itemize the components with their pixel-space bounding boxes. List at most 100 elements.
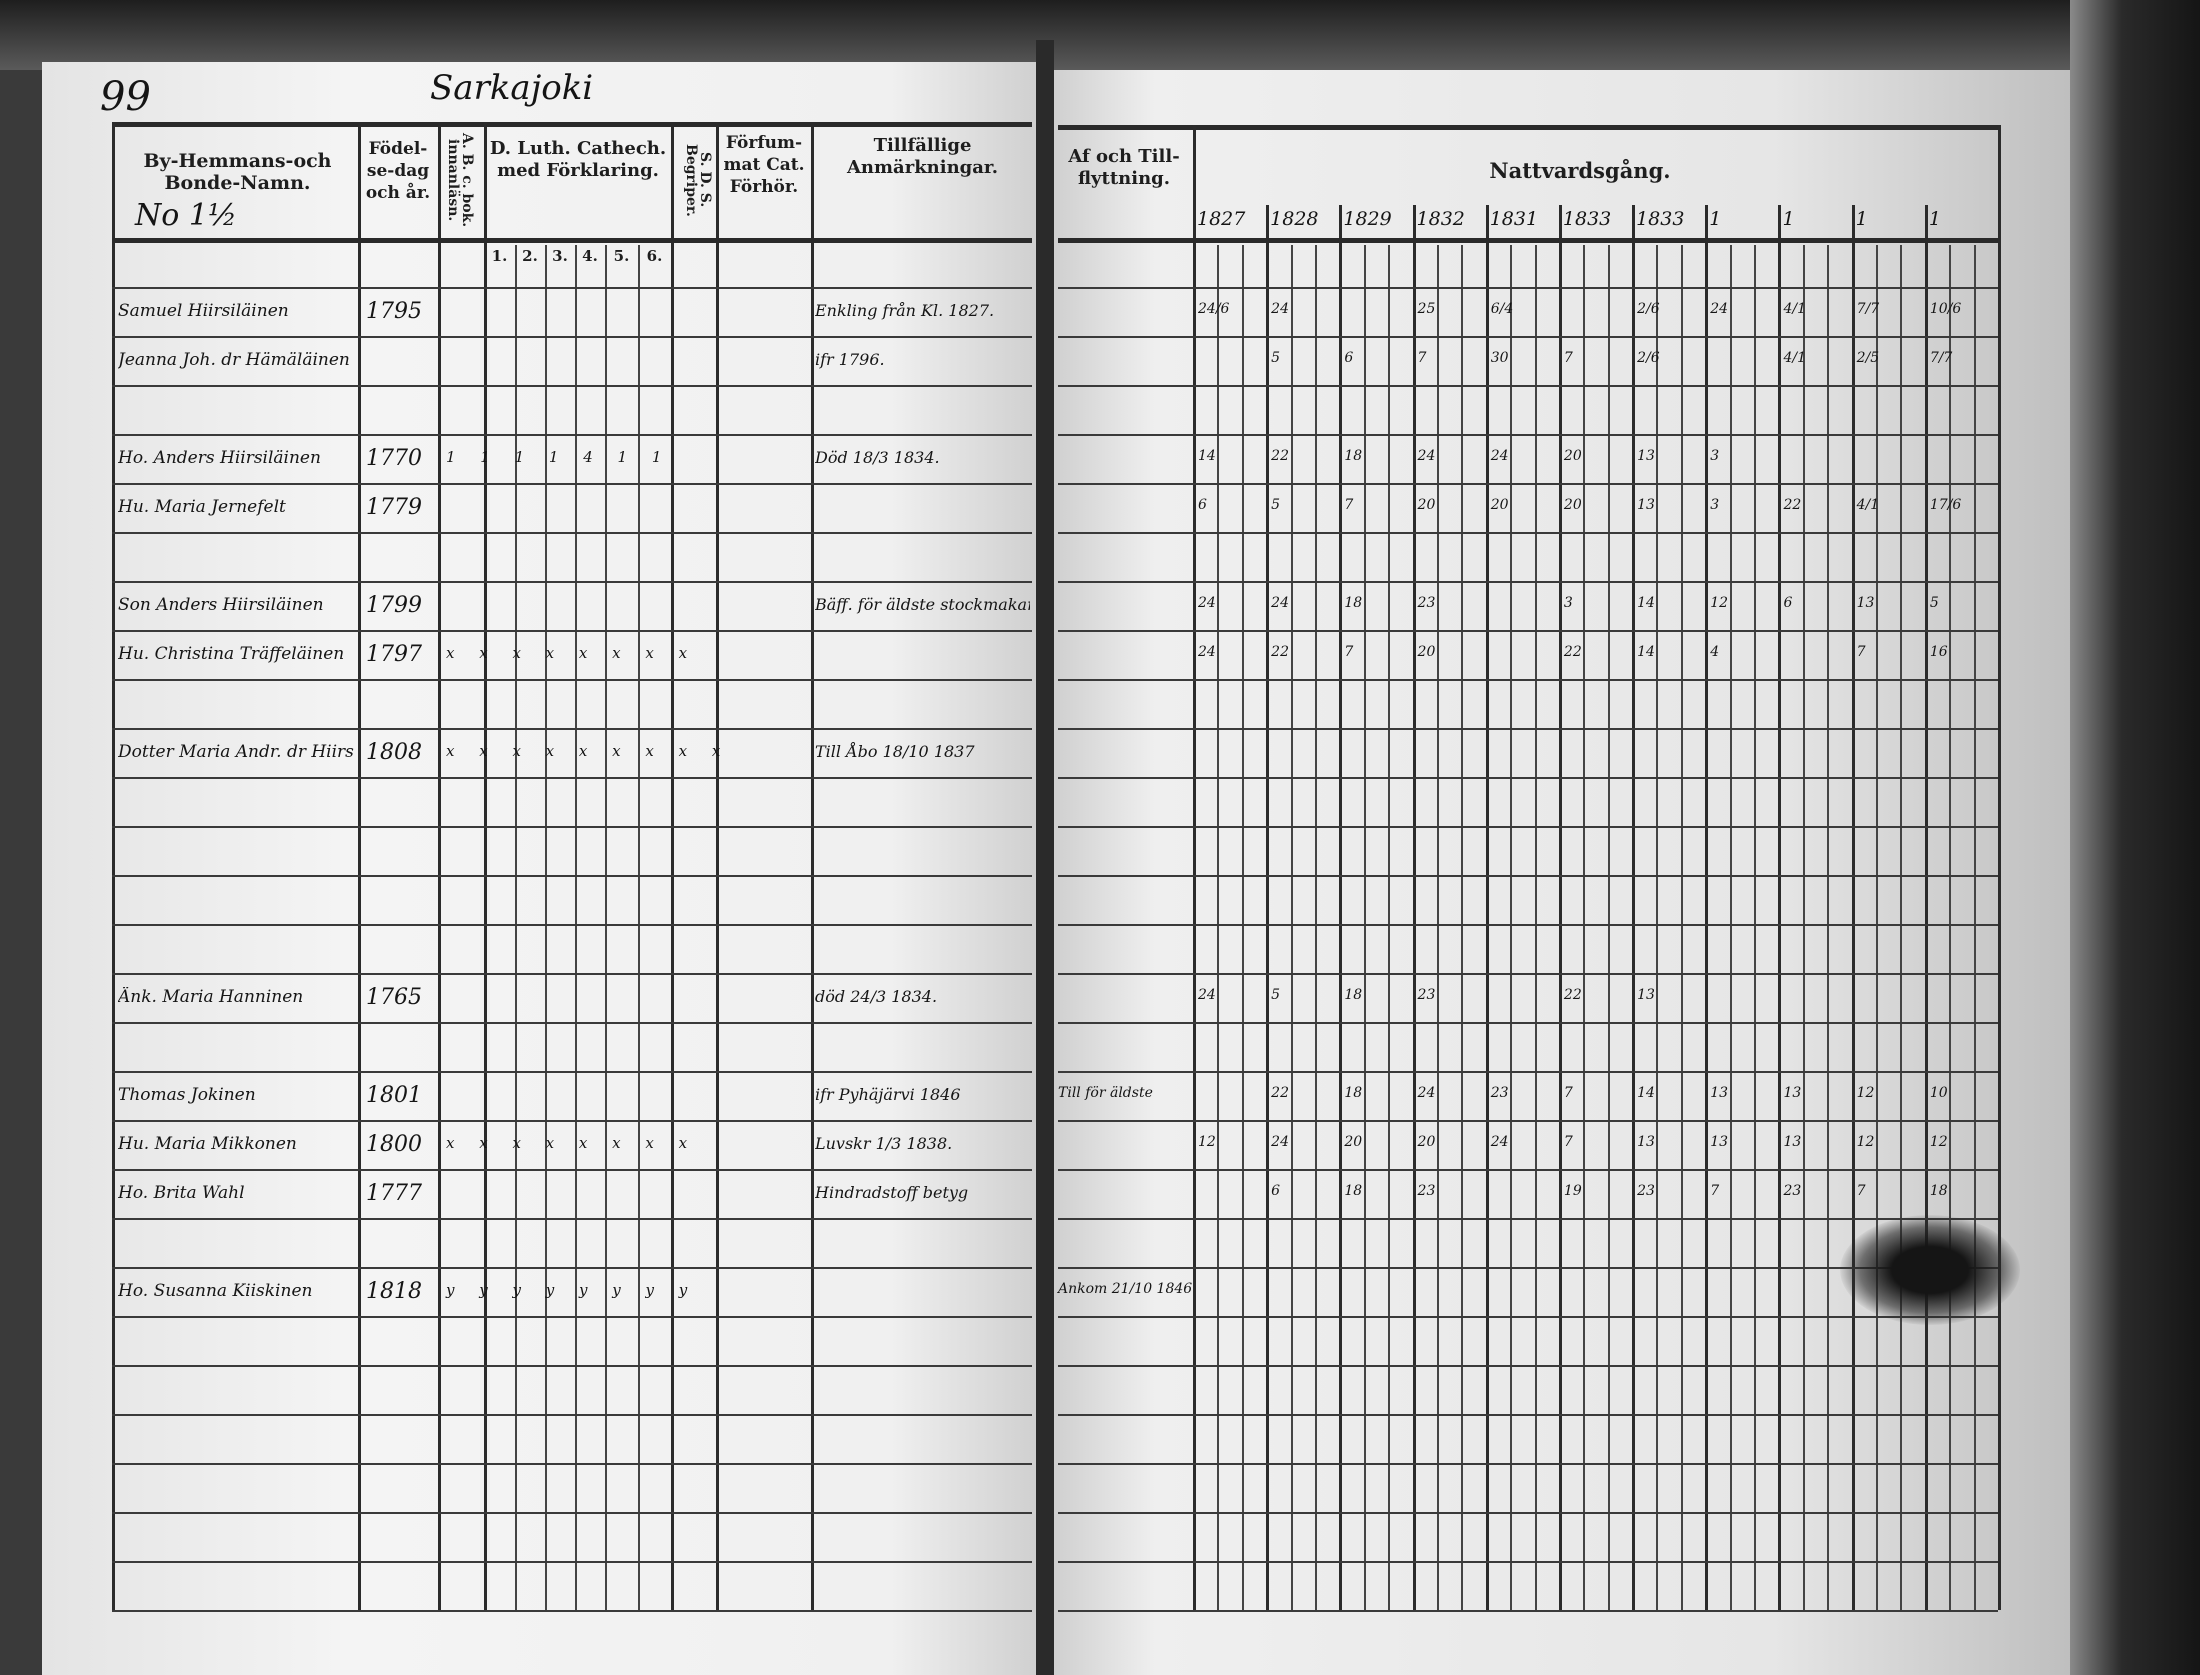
communion-mark: 13 — [1637, 987, 1655, 1003]
year-column-rule — [1558, 205, 1562, 1610]
communion-mark: 18 — [1344, 987, 1363, 1003]
subcolumn-rule — [545, 245, 547, 1610]
subcolumn-rule — [638, 245, 640, 1610]
remark: Bäff. för äldste stockmakare — [815, 595, 1030, 614]
remark: Hindradstoff betyg — [815, 1183, 969, 1202]
communion-mark: 12 — [1856, 1085, 1875, 1101]
communion-mark: 2/5 — [1856, 350, 1880, 366]
row-rule — [1058, 826, 1998, 828]
row-rule — [1058, 777, 1998, 779]
birth-year: 1797 — [366, 642, 422, 667]
communion-mark: 24/6 — [1198, 301, 1230, 317]
person-name: Ho. Brita Wahl — [118, 1183, 245, 1203]
year-column-rule — [1924, 205, 1928, 1610]
communion-mark: 12 — [1856, 1134, 1875, 1150]
communion-mark: 6 — [1198, 497, 1207, 513]
communion-mark: 22 — [1563, 987, 1582, 1003]
header-top-rule — [1058, 125, 1998, 130]
communion-mark: 14 — [1637, 644, 1655, 660]
person-name: Son Anders Hiirsiläinen — [118, 595, 324, 615]
communion-mark: 5 — [1271, 350, 1281, 366]
row-rule — [1058, 1169, 1998, 1171]
communion-mark: 22 — [1563, 644, 1582, 660]
row-rule — [1058, 679, 1998, 681]
header-sds: S. D. S. Begriper. — [683, 143, 713, 217]
village-name: Sarkajoki — [430, 68, 594, 108]
communion-year: 1828 — [1270, 208, 1319, 230]
row-rule — [1058, 728, 1998, 730]
catechism-subcol-label: 3. — [552, 247, 568, 265]
row-rule — [1058, 1414, 1998, 1416]
remark: Till Åbo 18/10 1837 — [815, 742, 975, 761]
row-rule — [112, 336, 1032, 338]
communion-year: 1 — [1782, 208, 1795, 230]
communion-mark: 5 — [1271, 987, 1281, 1003]
communion-mark: 7 — [1344, 644, 1354, 660]
communion-mark: 24 — [1490, 1134, 1509, 1150]
communion-mark: 6 — [1783, 595, 1793, 611]
subcolumn-rule — [1583, 245, 1586, 1610]
header-forfum: Förfum-mat Cat. Förhör. — [723, 133, 805, 197]
page-number: 99 — [100, 74, 151, 120]
column-rule — [438, 122, 441, 1610]
year-column-rule — [1412, 205, 1416, 1610]
communion-mark: 24 — [1198, 644, 1216, 660]
communion-mark: 7 — [1856, 1183, 1866, 1199]
row-rule — [1058, 238, 1998, 243]
column-rule — [811, 122, 814, 1610]
row-rule — [1058, 875, 1998, 877]
row-rule — [112, 532, 1032, 534]
communion-mark: 18 — [1929, 1183, 1948, 1199]
communion-year: 1 — [1855, 208, 1868, 230]
communion-mark: 23 — [1783, 1183, 1802, 1199]
communion-mark: 6/4 — [1490, 301, 1514, 317]
communion-mark: 10 — [1929, 1085, 1948, 1101]
person-name: Hu. Christina Träffeläinen — [118, 644, 345, 664]
row-rule — [1058, 1561, 1998, 1563]
person-name: Samuel Hiirsiläinen — [118, 301, 289, 321]
row-rule — [112, 1218, 1032, 1220]
subcolumn-rule — [1754, 245, 1757, 1610]
left-page — [42, 62, 1040, 1675]
subcolumn-rule — [1876, 245, 1879, 1610]
subcolumn-rule — [1534, 245, 1537, 1610]
row-rule — [1058, 581, 1998, 583]
header-name: By-Hemmans-och Bonde-Namn. — [143, 150, 332, 194]
catechism-subcol-label: 1. — [491, 247, 508, 265]
year-column-rule — [1339, 205, 1343, 1610]
moving-note: Ankom 21/10 1846 — [1058, 1281, 1193, 1297]
communion-mark: 22 — [1783, 497, 1802, 513]
communion-mark: 12 — [1710, 595, 1729, 611]
birth-year: 1808 — [366, 740, 422, 765]
communion-mark: 6 — [1271, 1183, 1281, 1199]
moving-note: Till för äldste — [1058, 1085, 1153, 1101]
row-rule — [1058, 483, 1998, 485]
row-rule — [1058, 1463, 1998, 1465]
remark: Enkling från Kl. 1827. — [815, 301, 995, 320]
communion-mark: 23 — [1417, 595, 1436, 611]
birth-year: 1799 — [366, 593, 422, 618]
remark: ifr Pyhäjärvi 1846 — [815, 1085, 961, 1104]
communion-mark: 17/6 — [1929, 497, 1962, 513]
birth-year: 1800 — [366, 1132, 422, 1157]
communion-mark: 22 — [1271, 1085, 1289, 1101]
ink-blot — [1840, 1215, 2020, 1325]
communion-mark: 18 — [1344, 1183, 1363, 1199]
communion-year: 1833 — [1562, 208, 1612, 230]
person-name: Ho. Anders Hiirsiläinen — [118, 448, 321, 468]
communion-mark: 20 — [1344, 1134, 1363, 1150]
row-rule — [112, 1463, 1032, 1465]
row-rule — [1058, 385, 1998, 387]
row-rule — [112, 875, 1032, 877]
communion-mark: 7/7 — [1929, 350, 1953, 366]
communion-mark: 7 — [1417, 350, 1427, 366]
communion-mark: 24 — [1271, 1134, 1289, 1150]
remark: Död 18/3 1834. — [815, 448, 940, 467]
communion-mark: 7 — [1344, 497, 1354, 513]
row-rule — [112, 1071, 1032, 1073]
communion-mark: 13 — [1856, 595, 1875, 611]
birth-year: 1777 — [366, 1181, 422, 1206]
communion-mark: 2/6 — [1637, 301, 1660, 317]
header-communion: Nattvardsgång. — [1489, 158, 1671, 183]
header-catechism: D. Luth. Cathech. med Förklaring. — [489, 138, 667, 181]
